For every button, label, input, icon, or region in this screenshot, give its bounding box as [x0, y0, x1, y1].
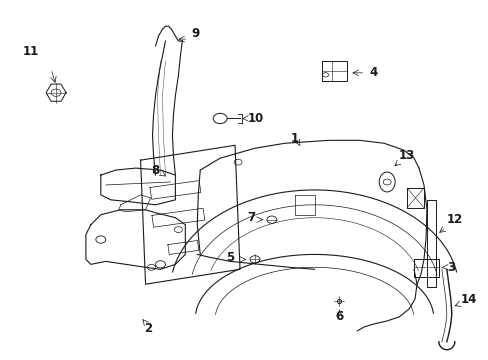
Text: 2: 2 — [144, 322, 152, 336]
Text: 3: 3 — [446, 261, 454, 274]
Text: 10: 10 — [247, 112, 264, 125]
Text: 8: 8 — [151, 163, 159, 176]
Text: 13: 13 — [398, 149, 414, 162]
Ellipse shape — [379, 172, 394, 192]
Text: 4: 4 — [368, 66, 377, 79]
Text: 5: 5 — [225, 251, 234, 264]
Text: 7: 7 — [246, 211, 254, 224]
Text: 6: 6 — [335, 310, 343, 323]
Text: 1: 1 — [290, 132, 298, 145]
Text: 9: 9 — [191, 27, 199, 40]
Text: 14: 14 — [460, 293, 476, 306]
Text: 12: 12 — [446, 213, 462, 226]
Text: 11: 11 — [23, 45, 39, 58]
